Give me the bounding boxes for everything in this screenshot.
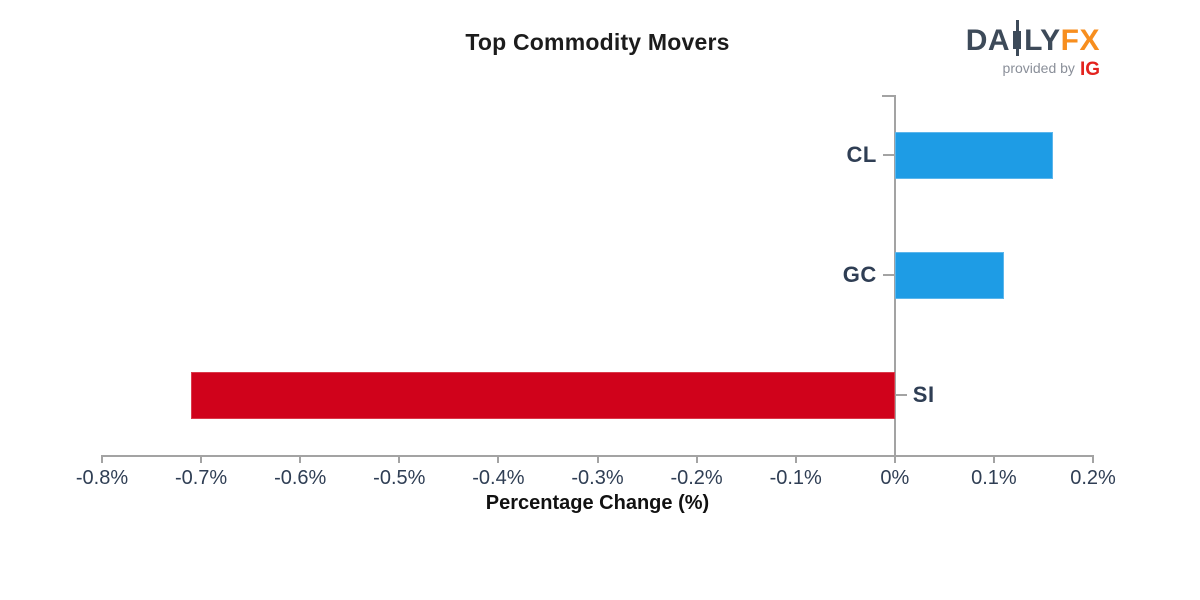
x-tick xyxy=(101,455,103,463)
y-axis-top-cap xyxy=(881,95,895,97)
x-tick-label: 0% xyxy=(880,467,910,489)
logo-daily-prefix: DA xyxy=(965,24,1011,57)
chart-title: Top Commodity Movers xyxy=(465,29,730,55)
x-tick-label: -0.3% xyxy=(571,467,624,489)
logo-provided-by-text: provided by xyxy=(1002,60,1075,76)
category-label-SI: SI xyxy=(912,382,935,407)
bar-CL xyxy=(894,131,1054,179)
x-tick-label: -0.5% xyxy=(373,467,426,489)
x-tick-label: -0.1% xyxy=(769,467,822,489)
x-tick xyxy=(794,455,797,463)
dailyfx-logo: DA LYFX provided by IG xyxy=(965,20,1100,79)
candlestick-icon xyxy=(1011,20,1023,56)
category-tick xyxy=(882,154,895,156)
x-tick-label: -0.2% xyxy=(670,467,723,489)
x-tick-label: 0.2% xyxy=(1070,467,1116,489)
logo-provided-by-line: provided by IG xyxy=(966,60,1100,79)
x-tick xyxy=(497,455,500,463)
x-tick xyxy=(398,455,401,463)
bar-GC xyxy=(894,251,1004,299)
x-tick xyxy=(299,455,302,463)
x-axis-title: Percentage Change (%) xyxy=(485,492,710,514)
x-tick xyxy=(596,455,599,463)
x-tick-label: -0.8% xyxy=(75,467,129,489)
logo-fx: FX xyxy=(1060,24,1100,57)
x-tick-label: -0.7% xyxy=(174,467,228,489)
x-tick xyxy=(1092,455,1094,463)
category-tick xyxy=(882,274,895,276)
category-tick xyxy=(894,394,907,396)
bar-SI xyxy=(191,371,895,419)
x-tick xyxy=(200,455,203,463)
x-tick-label: -0.4% xyxy=(472,467,525,489)
dailyfx-wordmark: DA LYFX xyxy=(965,20,1100,57)
category-label-GC: GC xyxy=(842,262,877,287)
x-tick-label: 0.1% xyxy=(971,467,1017,489)
category-label-CL: CL xyxy=(846,142,877,167)
x-tick xyxy=(695,455,698,463)
x-tick xyxy=(992,455,995,463)
logo-ig: IG xyxy=(1079,59,1100,80)
logo-daily-suffix: LY xyxy=(1024,24,1061,57)
x-tick-label: -0.6% xyxy=(274,467,327,489)
